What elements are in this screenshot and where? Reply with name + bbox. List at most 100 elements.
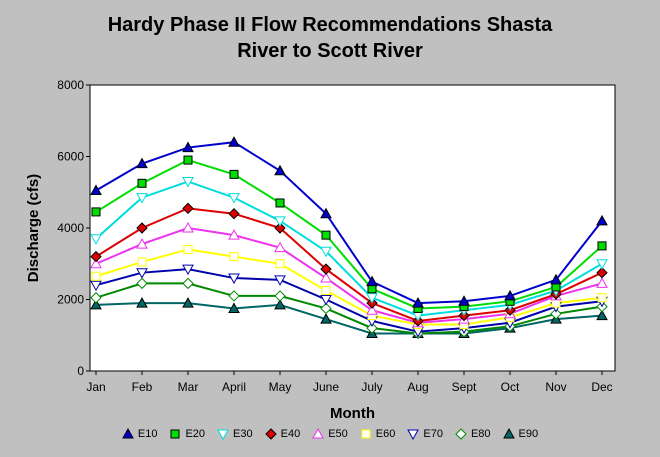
data-point-e20 [137,178,147,188]
data-point-e50 [320,272,332,283]
series-line-e30 [95,180,603,317]
legend-marker-icon [170,429,180,439]
legend-marker-icon [217,429,229,440]
series-e20 [95,158,603,310]
data-point-e60 [275,259,285,269]
data-point-e50 [90,257,102,269]
y-tick-label: 8000 [57,78,84,92]
data-point-e10 [228,136,240,147]
x-axis-label: Month [330,405,375,422]
chart-title-line-2: River to Scott River [237,40,423,62]
data-point-e40 [228,207,240,220]
data-point-e30 [90,234,102,245]
series-line-e40 [95,207,603,322]
data-point-e20 [321,230,331,240]
x-tick-label: May [269,380,292,394]
legend-marker-icon [312,428,325,439]
data-point-e90 [320,313,332,324]
series-line-e10 [95,141,603,305]
data-point-e40 [136,222,148,234]
series-line-e50 [95,226,603,324]
y-tick-label: 0 [77,364,84,378]
data-point-e90 [182,297,194,308]
data-point-e90 [228,302,240,313]
legend-label: E80 [470,428,491,440]
legend-label: E20 [185,428,206,440]
x-tick-label: April [222,380,246,394]
chart-legend: E10 E20 E30 E40 E50 E60 E70 E80 E90 [0,428,660,440]
data-point-e10 [182,141,194,153]
chart-title-line-1: Hardy Phase II Flow Recommendations Shas… [107,14,553,36]
y-axis-label: Discharge (cfs) [25,174,42,282]
series-e50 [95,226,603,324]
x-tick-label: Dec [591,380,612,394]
data-point-e60 [597,293,607,303]
legend-marker-icon [407,429,420,440]
data-point-e30 [228,193,240,204]
data-point-e80 [550,308,562,320]
data-point-e10 [458,295,470,306]
series-e90 [95,302,603,335]
x-tick-label: July [361,380,382,394]
x-tick-label: Oct [501,380,520,394]
legend-marker-icon [502,428,515,439]
series-line-e60 [95,248,603,326]
legend-label: E50 [328,428,348,440]
plot-area [89,84,616,372]
data-point-e60 [137,257,147,267]
data-point-e60 [91,271,101,281]
legend-label: E90 [518,428,539,440]
data-point-e10 [596,214,608,226]
data-point-e40 [90,250,102,263]
legend-item-e40: E40 [264,428,301,440]
series-e70 [95,268,603,333]
data-point-e80 [274,290,286,302]
y-tick-label: 4000 [57,221,84,235]
legend-label: E40 [280,428,301,440]
data-point-e40 [596,266,608,279]
data-point-e20 [183,155,193,165]
data-point-e40 [182,202,194,215]
data-point-e50 [136,238,148,249]
data-point-e80 [90,292,102,304]
data-point-e90 [136,297,148,308]
series-line-e80 [95,282,603,335]
legend-marker-icon [361,429,371,439]
data-point-e10 [504,289,516,301]
data-point-e70 [274,275,286,286]
x-tick-label: Aug [407,380,428,394]
data-point-e70 [228,273,240,285]
legend-item-e60: E60 [360,428,395,440]
data-point-e60 [229,252,239,262]
data-point-e60 [183,244,193,254]
data-point-e70 [182,264,194,276]
x-tick-label: Sept [452,380,477,394]
x-tick-label: June [313,380,339,394]
legend-label: E70 [423,428,443,440]
data-point-e80 [136,277,148,290]
legend-marker-icon [122,428,134,439]
legend-label: E10 [137,428,158,440]
y-tick-label: 6000 [57,150,84,164]
data-point-e80 [320,302,332,315]
legend-marker-icon [264,428,277,440]
series-markers-e10 [90,136,608,308]
data-point-e10 [550,273,562,285]
data-point-e30 [596,259,608,270]
data-point-e50 [366,304,378,315]
data-point-e50 [228,229,240,240]
x-tick-label: Mar [178,380,199,394]
series-line-e70 [95,268,603,333]
data-point-e90 [596,309,608,321]
x-tick-label: Nov [545,380,566,394]
data-point-e20 [275,198,285,208]
legend-label: E30 [233,428,253,440]
legend-item-e80: E80 [455,428,491,440]
data-point-e10 [320,207,332,219]
data-point-e80 [366,322,378,334]
data-point-e40 [274,222,286,234]
chart-title: Hardy Phase II Flow Recommendations Shas… [0,12,660,64]
data-point-e90 [90,298,102,310]
data-point-e70 [90,280,102,292]
